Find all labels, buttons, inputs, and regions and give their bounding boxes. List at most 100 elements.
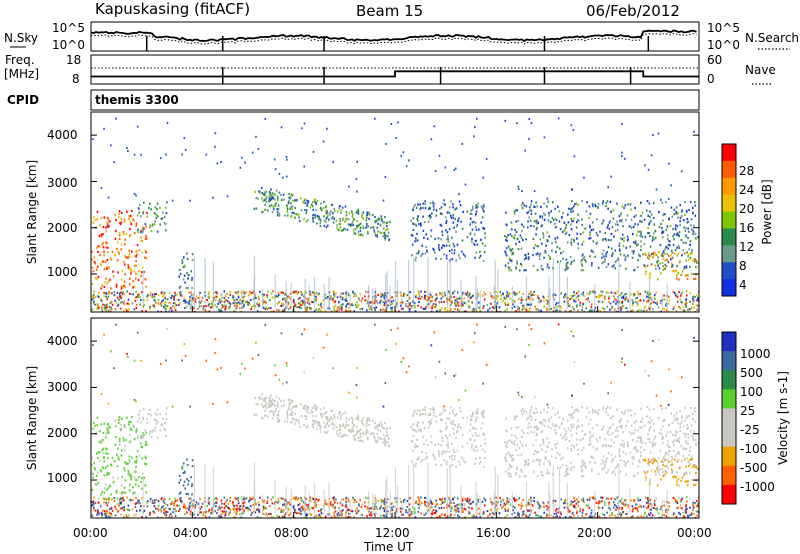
power-point [278, 212, 281, 215]
power-point [636, 266, 639, 269]
power-point [546, 231, 549, 234]
power-point [169, 308, 171, 311]
power-point [107, 223, 109, 226]
power-point [457, 219, 459, 222]
velocity-point [558, 426, 561, 429]
velocity-point [589, 497, 591, 500]
velocity-point [549, 461, 551, 464]
power-cb-tick-24: 24 [739, 183, 754, 197]
power-point [242, 300, 245, 303]
velocity-point [135, 428, 138, 431]
power-point [361, 234, 364, 237]
velocity-point [627, 444, 629, 447]
velocity-point [670, 464, 672, 467]
power-point [350, 210, 353, 213]
velocity-point [419, 428, 422, 431]
power-point [429, 214, 431, 217]
velocity-point [618, 450, 621, 453]
power-point [139, 231, 142, 234]
velocity-point [652, 462, 654, 465]
power-point [502, 299, 505, 302]
velocity-point [679, 422, 682, 426]
power-point [475, 309, 478, 312]
power-point [661, 229, 664, 232]
power-point [623, 254, 625, 257]
velocity-point [415, 458, 418, 461]
velocity-point [570, 416, 572, 419]
velocity-point [106, 448, 108, 451]
velocity-point [135, 465, 137, 469]
power-point [627, 254, 629, 257]
power-point [513, 210, 516, 213]
power-point [607, 238, 610, 242]
power-streak [142, 270, 144, 309]
power-point [403, 292, 406, 295]
power-point [654, 301, 657, 304]
power-point [690, 306, 693, 309]
power-point [391, 306, 394, 309]
velocity-point [433, 455, 435, 458]
velocity-point [316, 420, 319, 423]
velocity-point [672, 433, 674, 437]
power-point [676, 232, 679, 235]
power-point [441, 230, 443, 233]
velocity-point [179, 507, 181, 510]
power-point [353, 232, 356, 235]
velocity-point [484, 450, 486, 453]
velocity-point [126, 416, 128, 419]
power-point [390, 123, 393, 126]
power-point [282, 193, 285, 196]
power-point [126, 147, 128, 150]
velocity-point [155, 419, 158, 422]
power-point [545, 244, 547, 247]
power-point [110, 287, 112, 290]
power-point [645, 270, 647, 273]
velocity-point [518, 513, 520, 516]
power-point [128, 308, 130, 311]
velocity-point [659, 468, 661, 471]
power-point [251, 305, 253, 308]
velocity-point [99, 430, 101, 433]
power-point [321, 209, 323, 212]
power-point [543, 299, 545, 302]
power-point [480, 238, 482, 241]
velocity-point [286, 410, 288, 413]
power-point [341, 298, 344, 301]
velocity-point [678, 437, 681, 440]
power-point [189, 199, 191, 202]
power-point [462, 291, 464, 294]
power-point [520, 264, 523, 267]
power-point [298, 216, 300, 219]
velocity-point [471, 443, 473, 447]
power-point [575, 226, 578, 229]
power-point [416, 239, 419, 242]
power-point [469, 231, 472, 234]
velocity-point [164, 421, 166, 425]
velocity-point [340, 435, 343, 438]
power-point [545, 309, 548, 312]
power-point [696, 296, 699, 299]
power-point [116, 247, 118, 250]
power-point [623, 239, 625, 242]
velocity-point [624, 463, 627, 466]
power-point [283, 198, 285, 201]
velocity-point [341, 412, 344, 415]
power-point [264, 300, 267, 303]
power-point [648, 221, 651, 225]
power-point [685, 259, 688, 262]
power-point [506, 239, 508, 242]
power-point [620, 155, 623, 158]
velocity-point [366, 508, 369, 511]
power-point [477, 294, 479, 297]
power-point [286, 214, 289, 217]
velocity-point [445, 450, 448, 453]
power-point [654, 298, 656, 301]
power-point [582, 257, 585, 260]
power-point [395, 294, 398, 297]
velocity-point [607, 413, 609, 416]
power-point [341, 308, 343, 311]
power-streak [494, 260, 496, 309]
velocity-point [350, 416, 353, 419]
power-point [489, 292, 492, 295]
power-point [581, 243, 584, 246]
